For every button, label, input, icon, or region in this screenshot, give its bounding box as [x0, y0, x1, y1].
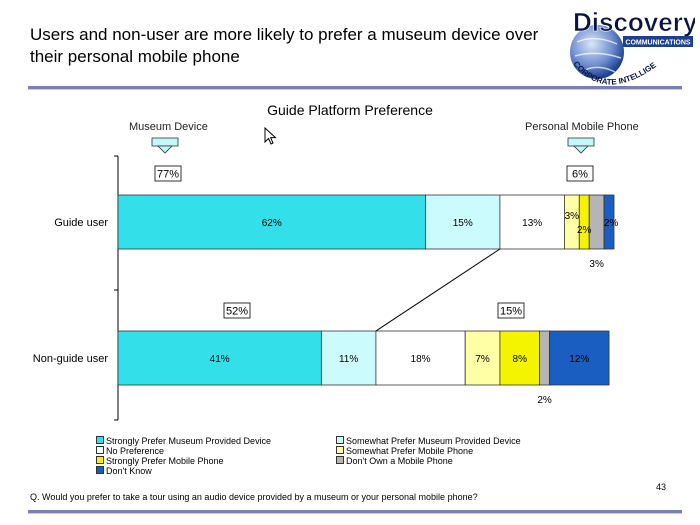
total-label: 52%	[226, 306, 248, 318]
bar-segment	[375, 330, 466, 386]
total-label: 15%	[500, 306, 522, 318]
data-label: 13%	[522, 218, 542, 229]
discovery-logo: Discovery COMMUNICATIONS CORPORATE INTEL…	[545, 6, 695, 87]
museum-indicator-icon	[151, 137, 179, 154]
data-label: 12%	[569, 354, 589, 365]
connector-line	[375, 248, 501, 332]
data-label: 2%	[604, 218, 619, 229]
data-label: 62%	[262, 218, 282, 229]
bar-segment	[117, 330, 322, 386]
data-label: 3%	[589, 259, 604, 270]
bar-segment	[564, 194, 580, 250]
legend-label: Somewhat Prefer Museum Provided Device	[346, 436, 521, 446]
museum-total-box: 77%	[154, 165, 182, 182]
legend-item: No Preference	[96, 446, 164, 456]
bar-segment	[603, 194, 615, 250]
total-label: 77%	[157, 169, 179, 181]
footer-rule	[28, 510, 682, 514]
legend-label: Don't Own a Mobile Phone	[346, 456, 453, 466]
chart-title: Guide Platform Preference	[267, 102, 433, 118]
category-label: Non-guide user	[33, 353, 109, 365]
data-label: 18%	[411, 354, 431, 365]
museum-total-box: 52%	[223, 302, 251, 319]
legend-label: Strongly Prefer Museum Provided Device	[106, 436, 272, 446]
legend-label: No Preference	[106, 446, 165, 456]
legend-item: Strongly Prefer Mobile Phone	[96, 456, 224, 466]
legend-swatch	[336, 446, 344, 454]
bar-segment	[499, 194, 565, 250]
data-label: 8%	[513, 354, 528, 365]
legend-label: Somewhat Prefer Mobile Phone	[346, 446, 474, 456]
legend-item: Strongly Prefer Museum Provided Device	[96, 436, 271, 446]
page-number: 43	[656, 482, 667, 492]
legend-label: Don't Know	[106, 466, 152, 476]
legend-swatch	[96, 456, 104, 464]
bar-segment	[117, 194, 426, 250]
phone-total-box: 15%	[497, 302, 525, 319]
header-rule	[28, 86, 682, 90]
legend-swatch	[336, 436, 344, 444]
slide-title: Users and non-user are more likely to pr…	[30, 25, 539, 66]
legend-item: Don't Own a Mobile Phone	[336, 456, 453, 466]
globe-icon	[570, 25, 624, 79]
data-label: 15%	[453, 218, 473, 229]
data-label: 11%	[339, 354, 358, 365]
legend-swatch	[336, 456, 344, 464]
category-label: Guide user	[54, 217, 108, 229]
legend-swatch	[96, 446, 104, 454]
bar-segment	[549, 330, 610, 386]
museum-device-label: Museum Device	[129, 121, 208, 133]
mouse-cursor-icon	[264, 127, 277, 145]
legend-item: Somewhat Prefer Mobile Phone	[336, 446, 473, 456]
data-label: 7%	[475, 354, 490, 365]
legend-label: Strongly Prefer Mobile Phone	[106, 456, 224, 466]
logo-brand: Discovery	[573, 7, 695, 37]
data-label: 41%	[210, 354, 230, 365]
legend-item: Somewhat Prefer Museum Provided Device	[336, 436, 521, 446]
legend-item: Don't Know	[96, 466, 152, 476]
legend-swatch	[96, 436, 104, 444]
bar-segment	[588, 194, 605, 250]
bar-segment	[464, 330, 501, 386]
survey-question: Q. Would you prefer to take a tour using…	[30, 492, 478, 502]
bar-segment	[425, 194, 501, 250]
data-label: 3%	[565, 211, 580, 222]
bar-segment	[499, 330, 541, 386]
bar-segment	[578, 194, 590, 250]
phone-indicator-icon	[567, 137, 595, 154]
total-label: 6%	[572, 169, 588, 181]
legend-swatch	[96, 466, 104, 474]
logo-band: COMMUNICATIONS	[625, 40, 691, 47]
data-label: 2%	[577, 225, 592, 236]
phone-total-box: 6%	[566, 165, 594, 182]
personal-phone-label: Personal Mobile Phone	[525, 121, 639, 133]
bar-segment	[539, 330, 550, 386]
data-label: 2%	[537, 395, 552, 406]
bar-segment	[320, 330, 377, 386]
